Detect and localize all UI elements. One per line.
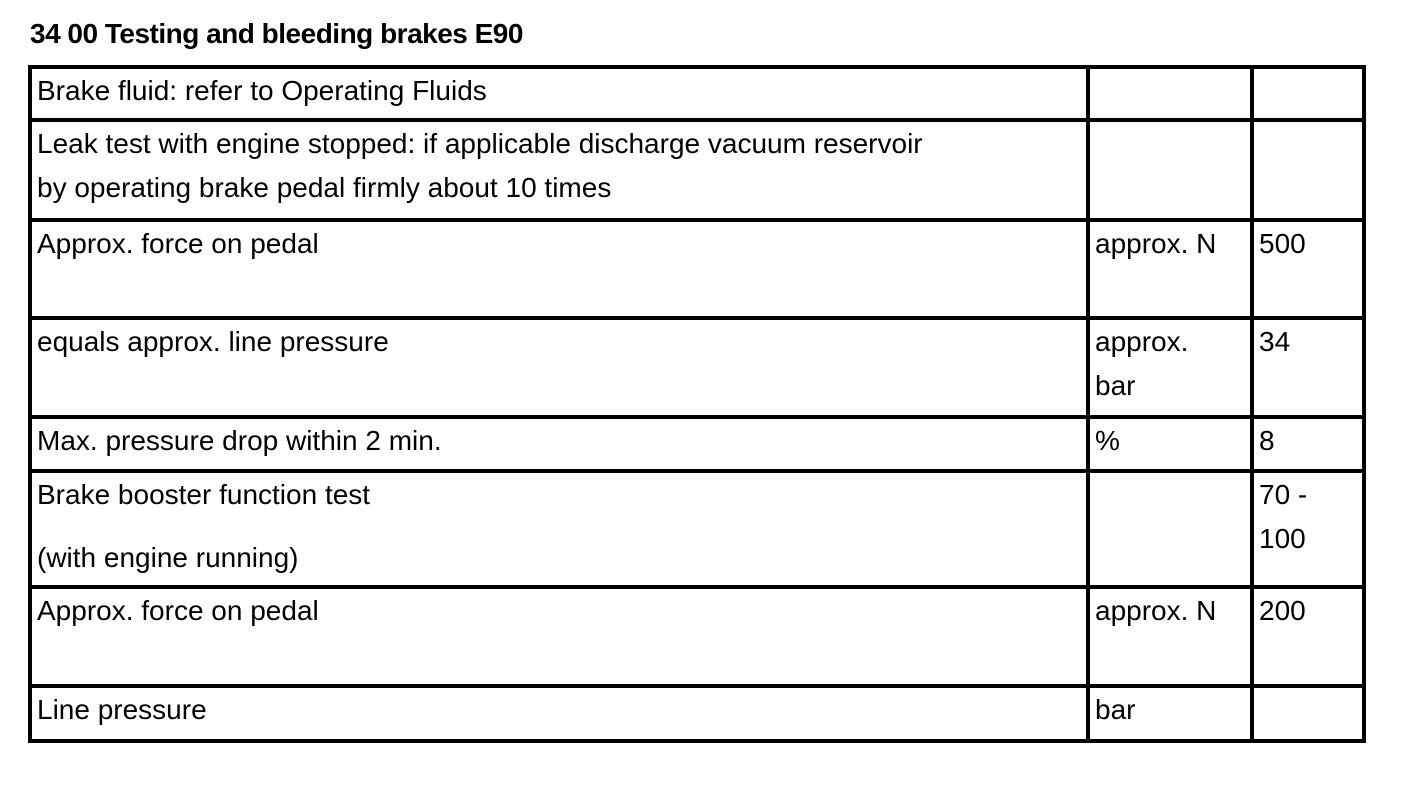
page-title: 34 00 Testing and bleeding brakes E90 [30, 18, 523, 49]
value-cell: 70 - 100 [1250, 469, 1366, 589]
table-row: Approx. force on pedal approx. N 200 [28, 585, 1366, 688]
unit-cell: approx. N [1086, 585, 1254, 688]
description-cell: Approx. force on pedal [28, 585, 1090, 688]
table-row: Max. pressure drop within 2 min. % 8 [28, 415, 1366, 473]
value-cell: 500 [1250, 218, 1366, 320]
value-cell [1250, 118, 1366, 222]
description-cell: Brake fluid: refer to Operating Fluids [28, 65, 1090, 122]
description-text: Brake booster function test [37, 479, 371, 510]
description-cell: Approx. force on pedal [28, 218, 1090, 320]
unit-cell [1086, 65, 1254, 122]
unit-cell: approx. bar [1086, 316, 1254, 419]
unit-cell [1086, 469, 1254, 589]
description-cell: Max. pressure drop within 2 min. [28, 415, 1090, 473]
value-cell: 8 [1250, 415, 1366, 473]
description-cell: Leak test with engine stopped: if applic… [28, 118, 1090, 222]
spec-table: Brake fluid: refer to Operating Fluids L… [28, 65, 1366, 743]
unit-cell: % [1086, 415, 1254, 473]
table-row: Approx. force on pedal approx. N 500 [28, 218, 1366, 320]
unit-cell: bar [1086, 684, 1254, 743]
unit-cell: approx. N [1086, 218, 1254, 320]
value-cell [1250, 65, 1366, 122]
description-cell: Brake booster function test (with engine… [28, 469, 1090, 589]
table-row: Brake booster function test (with engine… [28, 469, 1366, 589]
table-row: Leak test with engine stopped: if applic… [28, 118, 1366, 222]
table-row: Brake fluid: refer to Operating Fluids [28, 65, 1366, 122]
table-row: Line pressure bar [28, 684, 1366, 743]
description-note: (with engine running) [37, 542, 299, 573]
description-cell: Line pressure [28, 684, 1090, 743]
description-cell: equals approx. line pressure [28, 316, 1090, 419]
value-cell: 34 [1250, 316, 1366, 419]
unit-cell [1086, 118, 1254, 222]
table-row: equals approx. line pressure approx. bar… [28, 316, 1366, 419]
value-cell [1250, 684, 1366, 743]
value-cell: 200 [1250, 585, 1366, 688]
